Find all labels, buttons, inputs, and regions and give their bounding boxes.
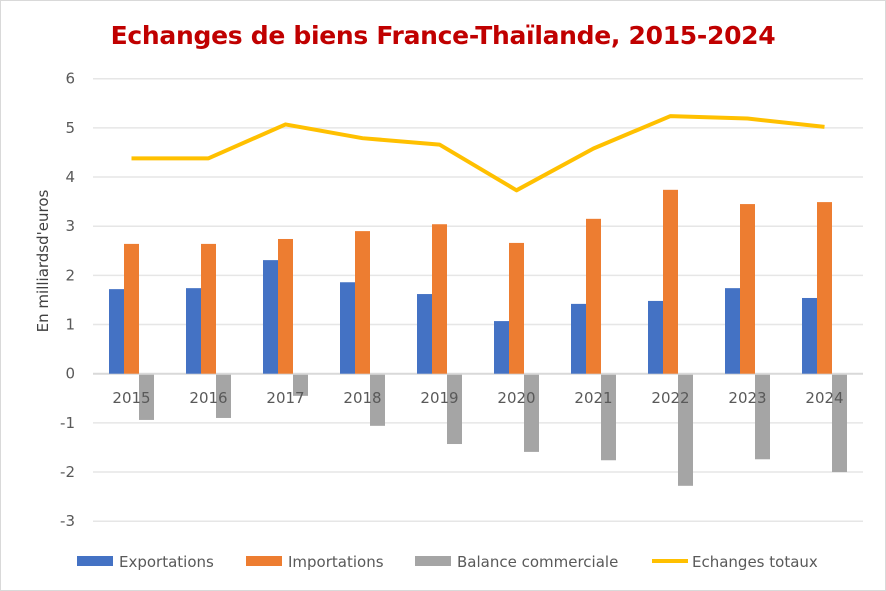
y-axis-label: En milliardsd'euros xyxy=(34,189,52,332)
x-tick-label: 2024 xyxy=(805,389,843,407)
bar-importations xyxy=(201,243,216,374)
y-tick-label: -1 xyxy=(60,414,75,432)
legend-swatch xyxy=(77,556,113,566)
bar-exportations xyxy=(571,303,586,374)
x-tick-label: 2016 xyxy=(189,389,227,407)
bar-importations xyxy=(740,204,755,374)
bar-importations xyxy=(355,231,370,374)
line-echanges-totaux xyxy=(131,114,825,193)
x-tick-label: 2019 xyxy=(420,389,458,407)
y-tick-label: -3 xyxy=(60,512,75,530)
bar-balance-commerciale xyxy=(216,374,231,418)
bar-balance-commerciale xyxy=(601,374,616,461)
bar-exportations xyxy=(802,297,817,374)
bar-balance-commerciale xyxy=(139,374,154,420)
bar-balance-commerciale xyxy=(832,374,847,473)
legend-label: Exportations xyxy=(119,553,214,571)
bar-balance-commerciale xyxy=(447,374,462,445)
bar-importations xyxy=(663,189,678,374)
chart-title: Echanges de biens France-Thaïlande, 2015… xyxy=(110,21,776,50)
bar-importations xyxy=(817,202,832,374)
y-tick-label: 1 xyxy=(65,316,75,334)
y-tick-label: 0 xyxy=(65,365,75,383)
bar-balance-commerciale xyxy=(524,374,539,452)
x-tick-label: 2017 xyxy=(266,389,304,407)
bar-exportations xyxy=(340,282,355,374)
legend-label: Importations xyxy=(288,553,384,571)
x-tick-label: 2018 xyxy=(343,389,381,407)
bar-balance-commerciale xyxy=(370,374,385,426)
y-tick-label: 4 xyxy=(65,168,75,186)
bar-exportations xyxy=(186,288,201,374)
bar-exportations xyxy=(494,321,509,374)
bar-exportations xyxy=(725,288,740,374)
bar-importations xyxy=(586,218,601,374)
bar-importations xyxy=(124,243,139,374)
y-tick-label: 5 xyxy=(65,119,75,137)
bar-importations xyxy=(509,242,524,374)
x-tick-label: 2020 xyxy=(497,389,535,407)
x-tick-label: 2015 xyxy=(112,389,150,407)
legend-label: Echanges totaux xyxy=(692,553,818,571)
x-tick-label: 2023 xyxy=(728,389,766,407)
bar-balance-commerciale xyxy=(293,374,308,396)
bar-exportations xyxy=(263,260,278,374)
y-tick-label: 3 xyxy=(65,217,75,235)
y-tick-label: -2 xyxy=(60,463,75,481)
bar-importations xyxy=(432,224,447,374)
bar-balance-commerciale xyxy=(755,374,770,460)
x-tick-label: 2021 xyxy=(574,389,612,407)
y-tick-label: 6 xyxy=(65,70,75,88)
y-tick-label: 2 xyxy=(65,266,75,284)
legend-swatch xyxy=(246,556,282,566)
bar-exportations xyxy=(417,294,432,374)
bar-exportations xyxy=(648,300,663,374)
x-tick-label: 2022 xyxy=(651,389,689,407)
bar-balance-commerciale xyxy=(678,374,693,486)
legend-label: Balance commerciale xyxy=(457,553,618,571)
legend-swatch xyxy=(415,556,451,566)
bar-importations xyxy=(278,238,293,374)
bar-exportations xyxy=(109,289,124,374)
